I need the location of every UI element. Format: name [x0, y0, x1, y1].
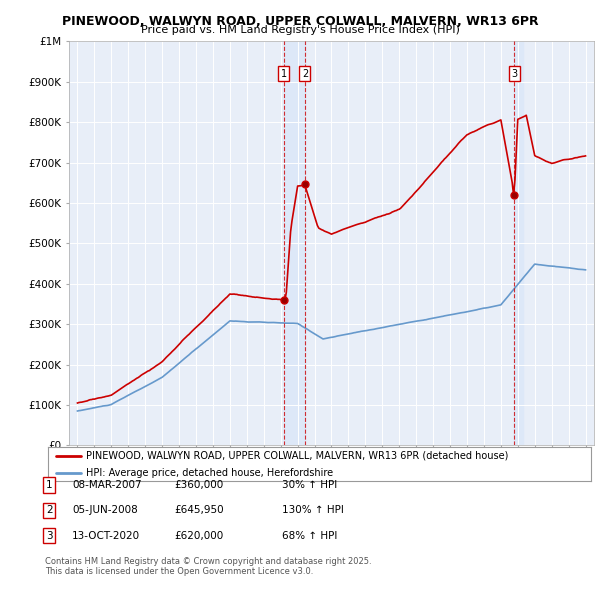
Bar [284, 41, 305, 445]
Text: 30% ↑ HPI: 30% ↑ HPI [282, 480, 337, 490]
Text: Contains HM Land Registry data © Crown copyright and database right 2025.: Contains HM Land Registry data © Crown c… [45, 558, 371, 566]
Text: 68% ↑ HPI: 68% ↑ HPI [282, 531, 337, 540]
Bar [514, 41, 523, 445]
Text: £620,000: £620,000 [174, 531, 223, 540]
Text: 1: 1 [281, 68, 287, 78]
Text: PINEWOOD, WALWYN ROAD, UPPER COLWALL, MALVERN, WR13 6PR: PINEWOOD, WALWYN ROAD, UPPER COLWALL, MA… [62, 15, 538, 28]
Text: 2: 2 [302, 68, 308, 78]
Text: 1: 1 [46, 480, 53, 490]
Text: 05-JUN-2008: 05-JUN-2008 [72, 506, 138, 515]
Text: 2: 2 [46, 506, 53, 515]
Text: 3: 3 [511, 68, 517, 78]
Text: This data is licensed under the Open Government Licence v3.0.: This data is licensed under the Open Gov… [45, 567, 313, 576]
Text: 08-MAR-2007: 08-MAR-2007 [72, 480, 142, 490]
Text: 3: 3 [46, 531, 53, 540]
Text: Price paid vs. HM Land Registry's House Price Index (HPI): Price paid vs. HM Land Registry's House … [140, 25, 460, 35]
Text: £645,950: £645,950 [174, 506, 224, 515]
Text: HPI: Average price, detached house, Herefordshire: HPI: Average price, detached house, Here… [86, 468, 333, 478]
Text: 130% ↑ HPI: 130% ↑ HPI [282, 506, 344, 515]
Text: 13-OCT-2020: 13-OCT-2020 [72, 531, 140, 540]
Text: £360,000: £360,000 [174, 480, 223, 490]
Text: PINEWOOD, WALWYN ROAD, UPPER COLWALL, MALVERN, WR13 6PR (detached house): PINEWOOD, WALWYN ROAD, UPPER COLWALL, MA… [86, 451, 508, 461]
